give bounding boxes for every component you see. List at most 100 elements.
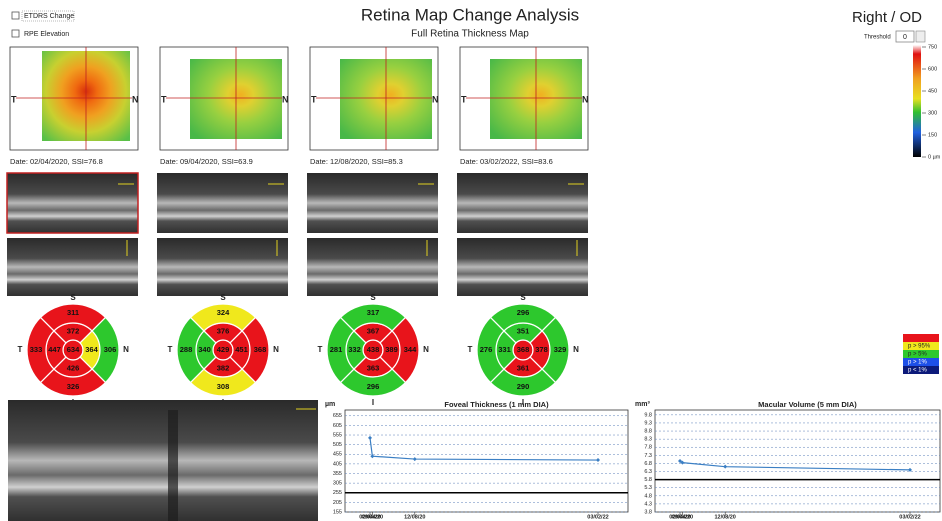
y-tick-label: 455 bbox=[333, 452, 342, 458]
map-label-n: N bbox=[582, 94, 589, 104]
etdrs-value: 306 bbox=[104, 345, 117, 354]
exam-date: Date: 12/08/2020, SSI=85.3 bbox=[310, 157, 403, 166]
x-tick-label: 03/02/22 bbox=[899, 514, 920, 520]
etdrs-value: 296 bbox=[367, 382, 380, 391]
etdrs-value: 317 bbox=[367, 308, 380, 317]
eye-label: Right / OD bbox=[852, 9, 922, 26]
etdrs-value: 324 bbox=[217, 308, 230, 317]
etdrs-label: S bbox=[70, 293, 76, 302]
y-axis-label: µm bbox=[325, 401, 335, 408]
etdrs-label: T bbox=[168, 345, 173, 354]
threshold-value: 0 bbox=[903, 34, 907, 41]
etdrs-grid: 368351378361331296329290276 bbox=[477, 304, 569, 396]
b-scan bbox=[7, 238, 138, 296]
colorbar-label: 450 bbox=[928, 88, 937, 94]
y-tick-label: 9.8 bbox=[644, 412, 652, 418]
y-tick-label: 3.8 bbox=[644, 509, 652, 515]
chart-title: Foveal Thickness (1 mm DIA) bbox=[444, 400, 549, 409]
etdrs-value: 447 bbox=[48, 345, 61, 354]
etdrs-value: 389 bbox=[385, 345, 398, 354]
map-label-t: T bbox=[461, 94, 467, 104]
b-scan bbox=[157, 173, 288, 233]
etdrs-value: 329 bbox=[554, 345, 567, 354]
y-tick-label: 5.8 bbox=[644, 477, 652, 483]
etdrs-label: T bbox=[318, 345, 323, 354]
legend-swatch bbox=[903, 334, 939, 342]
y-tick-label: 405 bbox=[333, 461, 342, 467]
checkbox-label: ETDRS Change bbox=[24, 13, 74, 20]
etdrs-value: 311 bbox=[67, 308, 79, 317]
title: Retina Map Change Analysis bbox=[361, 5, 579, 24]
etdrs-grid: 438367389363332317344296281 bbox=[327, 304, 419, 396]
y-tick-label: 605 bbox=[333, 423, 342, 429]
map-label-n: N bbox=[432, 94, 439, 104]
map-label-t: T bbox=[311, 94, 317, 104]
threshold-label: Threshold bbox=[864, 35, 891, 41]
y-tick-label: 6.8 bbox=[644, 461, 652, 467]
colorbar-label: 150 bbox=[928, 132, 937, 138]
exam-date: Date: 03/02/2022, SSI=83.6 bbox=[460, 157, 553, 166]
b-scan bbox=[157, 238, 288, 296]
etdrs-value: 290 bbox=[517, 382, 530, 391]
subtitle: Full Retina Thickness Map bbox=[411, 29, 529, 40]
etdrs-label: T bbox=[18, 345, 23, 354]
map-label-t: T bbox=[161, 94, 167, 104]
etdrs-label: N bbox=[273, 345, 279, 354]
etdrs-label: N bbox=[573, 345, 579, 354]
chart-title: Macular Volume (5 mm DIA) bbox=[758, 400, 857, 409]
etdrs-value: 276 bbox=[480, 345, 493, 354]
b-scan bbox=[457, 238, 588, 296]
etdrs-label: T bbox=[468, 345, 473, 354]
colorbar bbox=[913, 45, 921, 157]
y-tick-label: 5.3 bbox=[644, 485, 652, 491]
x-tick-label: 12/08/20 bbox=[714, 514, 735, 520]
y-tick-label: 205 bbox=[333, 500, 342, 506]
exam-date: Date: 02/04/2020, SSI=76.8 bbox=[10, 157, 103, 166]
etdrs-value: 364 bbox=[85, 345, 98, 354]
screen: ETDRS ChangeRPE ElevationRetina Map Chan… bbox=[0, 0, 942, 521]
etdrs-value: 372 bbox=[67, 326, 80, 335]
chart-frame bbox=[655, 410, 940, 512]
y-tick-label: 9.3 bbox=[644, 420, 652, 426]
map-label-n: N bbox=[132, 94, 139, 104]
colorbar-label: 0 µm bbox=[928, 154, 941, 160]
etdrs-value: 429 bbox=[217, 345, 230, 354]
etdrs-value: 340 bbox=[198, 345, 211, 354]
checkbox[interactable] bbox=[12, 30, 19, 37]
etdrs-value: 351 bbox=[517, 326, 530, 335]
shadow-artifact bbox=[168, 410, 178, 521]
etdrs-value: 344 bbox=[404, 345, 417, 354]
y-tick-label: 7.3 bbox=[644, 453, 652, 459]
y-tick-label: 305 bbox=[333, 481, 342, 487]
map-label-t: T bbox=[11, 94, 17, 104]
etdrs-value: 331 bbox=[498, 345, 511, 354]
colorbar-label: 750 bbox=[928, 44, 937, 50]
y-tick-label: 655 bbox=[333, 413, 342, 419]
etdrs-value: 382 bbox=[217, 363, 230, 372]
etdrs-label: N bbox=[123, 345, 129, 354]
b-scan bbox=[457, 173, 588, 233]
etdrs-value: 438 bbox=[367, 345, 380, 354]
etdrs-value: 368 bbox=[517, 345, 530, 354]
y-tick-label: 8.3 bbox=[644, 437, 652, 443]
etdrs-value: 378 bbox=[535, 345, 548, 354]
threshold-spinner[interactable] bbox=[916, 31, 925, 42]
y-tick-label: 4.8 bbox=[644, 493, 652, 499]
etdrs-value: 296 bbox=[517, 308, 530, 317]
checkbox[interactable] bbox=[12, 12, 19, 19]
colorbar-label: 300 bbox=[928, 110, 937, 116]
etdrs-value: 634 bbox=[67, 345, 80, 354]
y-tick-label: 155 bbox=[333, 509, 342, 515]
y-axis-label: mm³ bbox=[635, 401, 650, 408]
legend-label: p > 5% bbox=[908, 352, 928, 358]
legend-label: p > 95% bbox=[908, 344, 931, 350]
y-tick-label: 355 bbox=[333, 471, 342, 477]
colorbar-label: 600 bbox=[928, 66, 937, 72]
etdrs-value: 376 bbox=[217, 326, 230, 335]
x-tick-label: 09/04/20 bbox=[362, 514, 383, 520]
y-tick-label: 7.8 bbox=[644, 445, 652, 451]
etdrs-value: 326 bbox=[67, 382, 80, 391]
etdrs-value: 332 bbox=[348, 345, 361, 354]
etdrs-label: N bbox=[423, 345, 429, 354]
